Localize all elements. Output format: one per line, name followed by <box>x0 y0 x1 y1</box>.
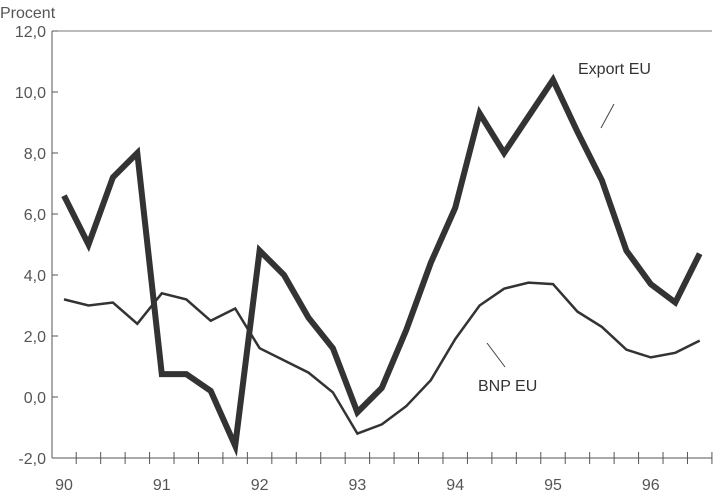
x-tick-label: 91 <box>153 477 171 494</box>
x-tick-label: 90 <box>55 477 73 494</box>
export-label-leader <box>601 104 614 128</box>
y-tick-label: 12,0 <box>15 24 46 41</box>
legend-bnp-eu: BNP EU <box>478 378 537 395</box>
bnp-label-leader <box>487 343 505 367</box>
x-tick-label: 95 <box>544 477 562 494</box>
x-tick-label: 93 <box>349 477 367 494</box>
x-tick-label: 96 <box>642 477 660 494</box>
y-tick-label: 6,0 <box>24 207 46 224</box>
y-tick-label: 8,0 <box>24 146 46 163</box>
series-line-export-eu <box>64 80 700 446</box>
y-tick-label: 0,0 <box>24 390 46 407</box>
y-tick-label: -2,0 <box>18 451 46 468</box>
y-tick-label: 10,0 <box>15 85 46 102</box>
x-tick-label: 94 <box>446 477 464 494</box>
x-tick-label: 92 <box>251 477 269 494</box>
legend-export-eu: Export EU <box>578 61 651 78</box>
y-tick-label: 2,0 <box>24 329 46 346</box>
y-tick-label: 4,0 <box>24 268 46 285</box>
y-axis-label: Procent <box>0 5 56 22</box>
